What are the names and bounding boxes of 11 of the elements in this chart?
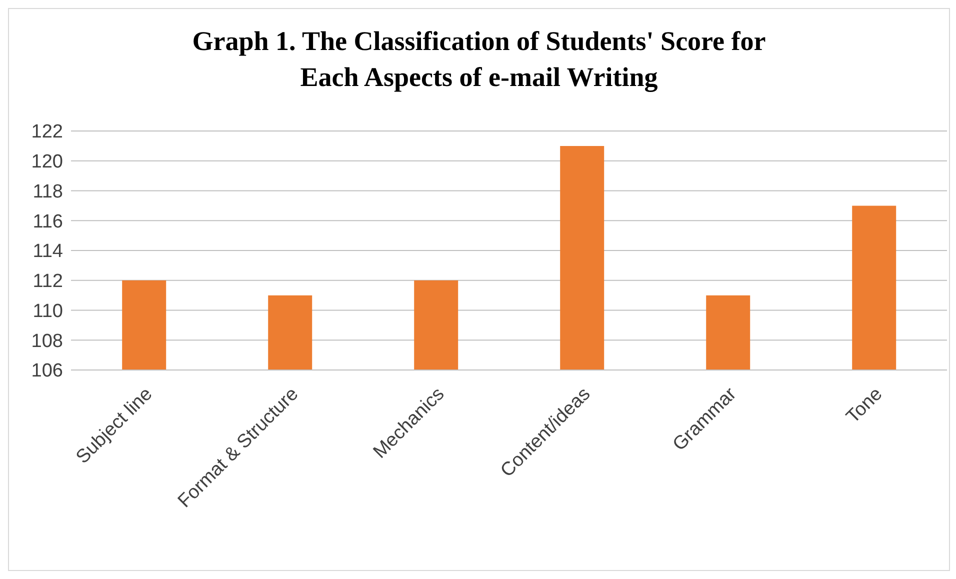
y-tick-label: 120 [31, 152, 63, 173]
x-tick-label: Tone [842, 384, 887, 428]
y-tick-label: 106 [31, 360, 63, 382]
y-tick-label: 116 [32, 211, 63, 232]
y-tick-label: 112 [32, 271, 63, 292]
y-tick-label: 110 [32, 300, 63, 322]
y-tick-label: 108 [31, 330, 63, 352]
y-tick-label: 114 [32, 241, 64, 262]
y-tick-label: 118 [32, 181, 63, 202]
chart-title: Graph 1. The Classification of Students' Score for Each Aspects of e-mail Writing [191, 25, 767, 94]
y-tick-label: 122 [31, 122, 63, 143]
